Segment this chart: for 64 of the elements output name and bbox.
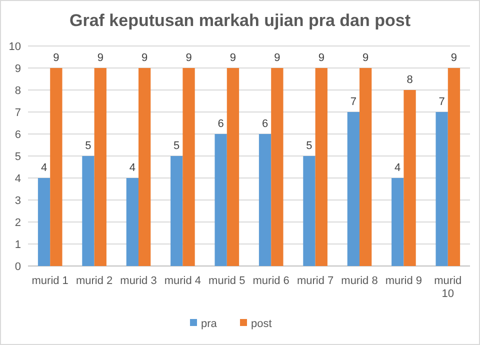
bar (392, 178, 404, 266)
y-tick-label: 5 (14, 150, 21, 163)
y-tick-label: 2 (14, 216, 21, 229)
y-tick-label: 6 (14, 128, 21, 141)
bar (404, 90, 416, 266)
data-label: 5 (306, 140, 312, 152)
x-tick-label: murid 7 (296, 275, 334, 287)
x-tick-label: murid 9 (385, 275, 422, 287)
bar (138, 68, 151, 266)
data-label: 9 (186, 52, 192, 64)
x-tick-label: murid 1 (32, 275, 68, 287)
y-tick-label: 3 (14, 194, 21, 207)
data-label: 4 (129, 162, 136, 174)
y-tick-label: 9 (14, 62, 21, 75)
data-label: 4 (40, 162, 48, 174)
bar (315, 68, 328, 266)
data-label: 6 (262, 118, 268, 130)
chart-title: Graf keputusan markah ujian pra dan post (69, 11, 411, 30)
bar (50, 68, 62, 266)
bar (360, 68, 372, 266)
y-tick-label: 7 (14, 106, 21, 119)
x-tick-label: murid 2 (76, 275, 113, 287)
data-label: 5 (174, 140, 180, 152)
x-tick-label: murid 5 (208, 275, 246, 287)
x-tick-label: murid 8 (341, 275, 378, 287)
bar (214, 134, 227, 266)
bar (182, 68, 195, 266)
bar (347, 112, 360, 266)
x-tick-label: murid 3 (120, 275, 157, 287)
y-tick-label: 10 (8, 40, 21, 53)
bar (82, 156, 94, 266)
data-label: 9 (142, 52, 148, 64)
bar (258, 134, 272, 266)
bar (38, 178, 50, 266)
data-label: 9 (53, 52, 60, 64)
data-label: 4 (394, 162, 401, 174)
data-label: 5 (85, 140, 92, 152)
data-label: 9 (97, 52, 104, 64)
bar (448, 68, 460, 266)
x-tick-label: murid 4 (164, 275, 202, 287)
bar (436, 112, 448, 266)
legend-label: post (251, 318, 272, 330)
data-label: 9 (362, 52, 369, 64)
data-label: 9 (450, 52, 458, 64)
x-tick-label: murid 10 (434, 275, 462, 300)
bar (94, 68, 106, 266)
y-tick-label: 8 (14, 84, 21, 97)
x-tick-label: murid 6 (252, 275, 290, 287)
data-label: 8 (406, 74, 413, 86)
bar (226, 68, 240, 266)
data-label: 6 (218, 118, 224, 130)
data-label: 9 (274, 52, 280, 64)
y-tick-label: 4 (14, 172, 21, 185)
data-label: 9 (318, 52, 324, 64)
data-label: 7 (438, 96, 445, 108)
legend-label: pra (201, 318, 218, 330)
bar (126, 178, 138, 266)
y-tick-label: 0 (14, 260, 21, 273)
bar (170, 156, 183, 266)
data-label: 7 (350, 96, 356, 108)
bar (271, 68, 284, 266)
data-label: 9 (230, 52, 236, 64)
bar (303, 156, 316, 266)
y-tick-label: 1 (14, 238, 21, 251)
